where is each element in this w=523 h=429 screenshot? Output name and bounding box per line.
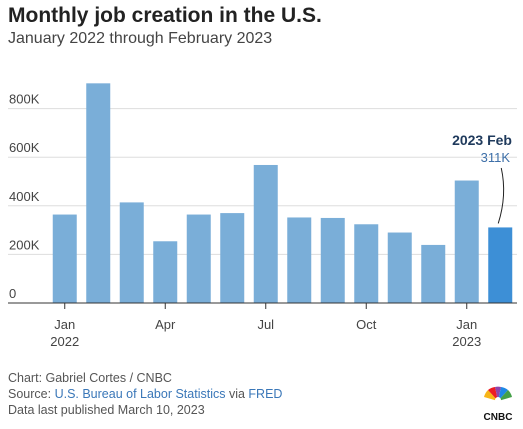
- cnbc-peacock-icon: CNBC: [484, 386, 513, 423]
- source-link-fred[interactable]: FRED: [248, 387, 283, 401]
- bar: [488, 227, 513, 303]
- annotation-leader-line: [497, 167, 505, 224]
- bar: [354, 224, 379, 303]
- bar: [387, 232, 412, 303]
- annotation-value: 311K: [481, 150, 511, 165]
- bar: [220, 213, 245, 303]
- bar: [253, 164, 278, 303]
- x-tick-label: Apr: [155, 317, 176, 332]
- y-tick-label: 800K: [9, 92, 40, 107]
- bar: [86, 83, 111, 303]
- bar: [320, 217, 345, 303]
- annotation-title: 2023 Feb: [452, 132, 512, 148]
- bar: [287, 217, 312, 303]
- y-tick-label: 600K: [9, 140, 40, 155]
- logo-text: CNBC: [484, 412, 513, 423]
- x-tick-label: Oct: [356, 317, 377, 332]
- x-tick-label: Jul: [257, 317, 274, 332]
- chart-title: Monthly job creation in the U.S.: [8, 4, 322, 27]
- y-tick-label: 200K: [9, 237, 40, 252]
- chart-credit: Chart: Gabriel Cortes / CNBC: [8, 371, 172, 385]
- x-tick-year-label: 2022: [50, 334, 79, 349]
- source-link-bls[interactable]: U.S. Bureau of Labor Statistics: [54, 387, 226, 401]
- bar: [119, 202, 144, 303]
- bar: [52, 214, 77, 303]
- source-line: Source: U.S. Bureau of Labor Statistics …: [8, 387, 282, 401]
- chart-subtitle: January 2022 through February 2023: [8, 30, 273, 47]
- bar: [421, 244, 446, 303]
- source-mid: via: [225, 387, 249, 401]
- bar: [186, 214, 211, 303]
- published-date: Data last published March 10, 2023: [8, 403, 205, 417]
- x-tick-year-label: 2023: [452, 334, 481, 349]
- bar: [454, 180, 479, 303]
- y-tick-label: 400K: [9, 189, 40, 204]
- bar-chart: 0 200K 400K 600K 800K Jan 2022 Apr Jul Oct Jan 2023…: [8, 83, 517, 349]
- y-tick-label: 0: [9, 286, 16, 301]
- x-tick-label: Jan: [54, 317, 75, 332]
- bar: [153, 241, 178, 303]
- x-tick-label: Jan: [456, 317, 477, 332]
- source-prefix: Source:: [8, 387, 55, 401]
